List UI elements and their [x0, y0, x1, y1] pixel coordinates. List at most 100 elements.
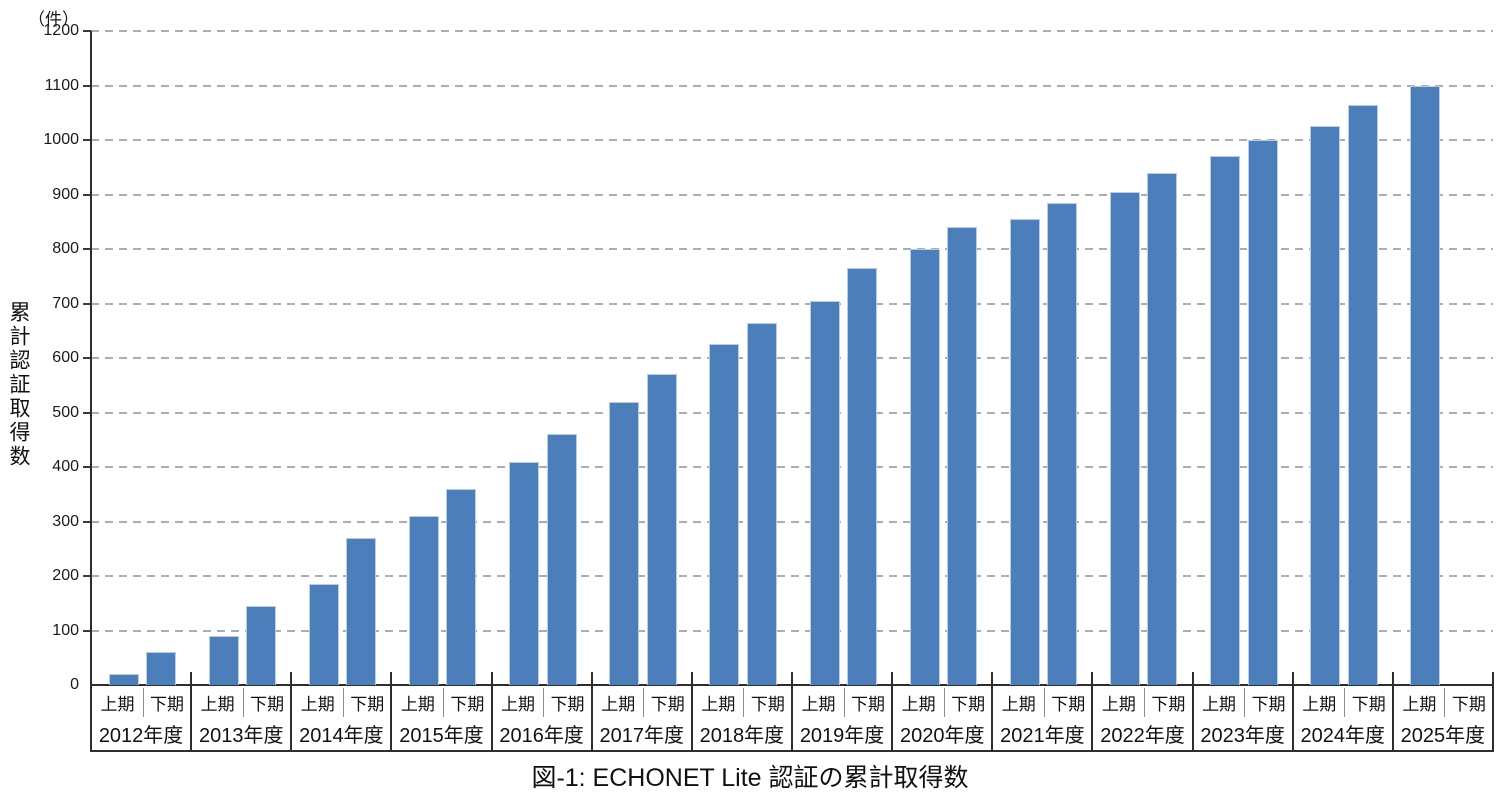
second-half-label: 下期 — [951, 694, 986, 714]
first-half-label: 上期 — [1001, 694, 1036, 714]
gridline — [91, 248, 1493, 250]
year-group-separator — [891, 672, 894, 751]
half-period-separator — [643, 688, 645, 717]
bar-first-half — [709, 344, 740, 685]
year-label: 2020年度 — [899, 725, 985, 747]
y-axis-tick — [83, 248, 91, 250]
half-period-separator — [843, 688, 845, 717]
bar-second-half — [446, 488, 477, 685]
bar-second-half — [1347, 104, 1378, 685]
y-axis-tick — [83, 357, 91, 359]
y-tick-label: 400 — [52, 458, 79, 475]
first-half-label: 上期 — [1101, 694, 1136, 714]
y-tick-label: 200 — [52, 567, 79, 584]
year-group-separator — [991, 672, 994, 751]
half-period-separator — [1444, 688, 1446, 717]
year-group-separator — [791, 672, 793, 751]
bar-first-half — [1210, 156, 1241, 685]
first-half-label: 上期 — [400, 694, 435, 714]
first-half-label: 上期 — [901, 694, 936, 714]
half-period-separator — [342, 688, 344, 717]
second-half-label: 下期 — [1451, 694, 1486, 714]
year-group-separator — [590, 672, 593, 751]
gridline — [91, 302, 1493, 305]
y-tick-label: 900 — [52, 185, 79, 203]
first-half-label: 上期 — [1402, 694, 1437, 714]
y-tick-label: 300 — [52, 512, 79, 530]
year-label: 2017年度 — [599, 725, 685, 747]
half-period-separator — [943, 688, 945, 717]
y-axis-tick — [83, 466, 91, 468]
second-half-label: 下期 — [1151, 694, 1186, 714]
y-axis-tick — [83, 84, 91, 87]
year-label: 2024年度 — [1300, 725, 1386, 747]
bar-second-half — [346, 537, 377, 685]
gridline — [91, 575, 1493, 577]
half-period-separator — [1244, 688, 1246, 717]
y-tick-label: 700 — [52, 294, 79, 312]
gridline — [91, 466, 1493, 468]
first-half-label: 上期 — [100, 694, 135, 714]
second-half-label: 下期 — [150, 694, 184, 714]
year-group-separator — [1391, 672, 1394, 751]
half-period-separator — [1043, 688, 1045, 717]
bar-second-half — [1147, 172, 1178, 685]
bar-first-half — [809, 300, 840, 685]
gridline — [91, 629, 1493, 632]
y-tick-label: 100 — [52, 621, 79, 639]
bar-first-half — [408, 516, 439, 685]
bar-second-half — [947, 227, 978, 685]
year-label: 2022年度 — [1100, 725, 1185, 747]
bar-second-half — [1247, 140, 1278, 685]
x-axis-table-right-border — [1492, 672, 1494, 751]
first-half-label: 上期 — [200, 694, 235, 714]
year-label: 2013年度 — [198, 725, 284, 747]
half-period-separator — [743, 688, 745, 717]
year-group-separator — [1091, 672, 1094, 751]
year-label: 2023年度 — [1200, 725, 1285, 747]
bar-first-half — [1009, 219, 1040, 685]
year-label: 2012年度 — [98, 725, 184, 747]
chart-caption: 図-1: ECHONET Lite 認証の累計取得数 — [531, 764, 969, 792]
y-axis-tick — [83, 139, 91, 141]
y-axis-title: 累計認証取得数 — [7, 301, 30, 469]
gridline — [91, 30, 1493, 32]
bar-first-half — [1410, 85, 1441, 685]
bar-first-half — [909, 249, 940, 685]
first-half-label: 上期 — [300, 694, 335, 714]
second-half-label: 下期 — [250, 694, 285, 714]
gridline — [91, 139, 1493, 141]
second-half-label: 下期 — [450, 694, 485, 714]
year-label: 2015年度 — [399, 725, 484, 747]
bar-first-half — [108, 674, 139, 685]
second-half-label: 下期 — [851, 694, 885, 714]
bar-first-half — [1310, 126, 1341, 685]
half-period-separator — [442, 688, 444, 717]
y-tick-label: 1000 — [43, 131, 79, 148]
bar-second-half — [1047, 202, 1078, 685]
y-tick-label: 500 — [52, 403, 79, 421]
gridline — [91, 411, 1493, 414]
y-axis-tick — [83, 411, 91, 414]
year-label: 2016年度 — [499, 725, 584, 747]
half-period-separator — [1143, 688, 1145, 717]
year-group-separator — [1191, 672, 1194, 751]
first-half-label: 上期 — [501, 694, 536, 714]
second-half-label: 下期 — [1351, 694, 1386, 714]
year-group-separator — [390, 672, 393, 751]
y-tick-label: 600 — [52, 349, 79, 366]
y-axis-tick — [83, 302, 91, 305]
year-label: 2025年度 — [1400, 725, 1486, 747]
year-label: 2018年度 — [699, 725, 785, 747]
half-period-separator — [242, 688, 244, 717]
bar-second-half — [146, 652, 176, 685]
y-axis-line — [90, 31, 92, 751]
gridline — [91, 357, 1493, 359]
bar-second-half — [847, 268, 877, 685]
y-tick-label: 0 — [70, 676, 79, 693]
y-axis-tick — [83, 193, 91, 196]
y-axis-tick — [83, 520, 91, 523]
year-group-separator — [690, 672, 693, 751]
